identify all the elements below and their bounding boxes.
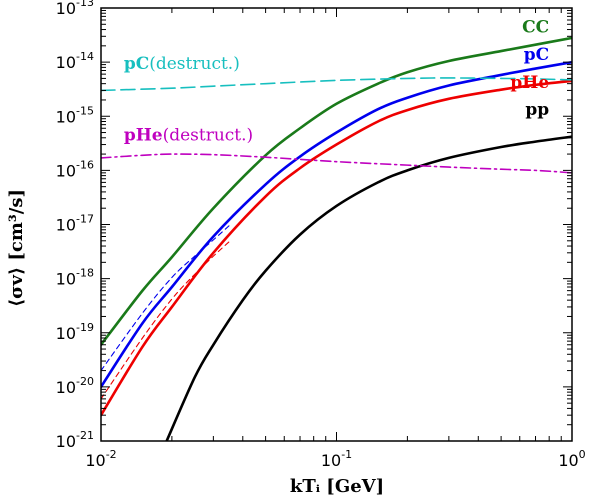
series-label-pc-destruct: pC(destruct.) [124, 54, 240, 74]
x-tick-label: 100 [558, 448, 585, 470]
series-label-pc: pC [524, 45, 549, 65]
series-line-phe-destruct [101, 153, 572, 174]
y-axis-label: ⟨σv⟩ [cm³/s] [6, 189, 27, 307]
y-tick-label: 10-20 [56, 375, 94, 397]
series-line-pp [165, 135, 572, 441]
x-axis-label: kTᵢ [GeV] [290, 476, 384, 497]
y-tick-label: 10-17 [56, 213, 94, 235]
y-tick-label: 10-13 [56, 0, 94, 18]
y-tick-label: 10-15 [56, 104, 94, 126]
y-tick-label: 10-19 [56, 321, 94, 343]
series-line-pc [101, 60, 572, 389]
x-tick-label: 10-2 [85, 448, 116, 470]
tick-labels-layer: 10-2 10-1 100 10-13 10-14 10-15 10-16 10-17 10-1… [56, 0, 586, 470]
series-label-cc: CC [522, 18, 549, 38]
y-tick-label: 10-16 [56, 158, 94, 180]
series-layer [101, 36, 572, 441]
ticks-layer [100, 8, 572, 442]
y-tick-label: 10-14 [56, 50, 94, 72]
x-tick-label: 10-1 [321, 448, 352, 470]
y-tick-label: 10-21 [56, 429, 94, 451]
series-line-phe [101, 79, 572, 417]
series-line-approx-7 [101, 241, 230, 400]
series-line-cc [101, 36, 572, 347]
series-label-pp: pp [525, 100, 549, 120]
series-label-phe-destruct: pHe(destruct.) [124, 125, 253, 145]
y-tick-label: 10-18 [56, 267, 94, 289]
series-line-pc-destruct [101, 77, 572, 92]
series-line-approx-6 [101, 225, 230, 372]
series-labels-layer: CC pC pHe pp pC(destruct.) pHe(destruct.) [124, 18, 550, 146]
series-label-phe: pHe [510, 73, 549, 93]
